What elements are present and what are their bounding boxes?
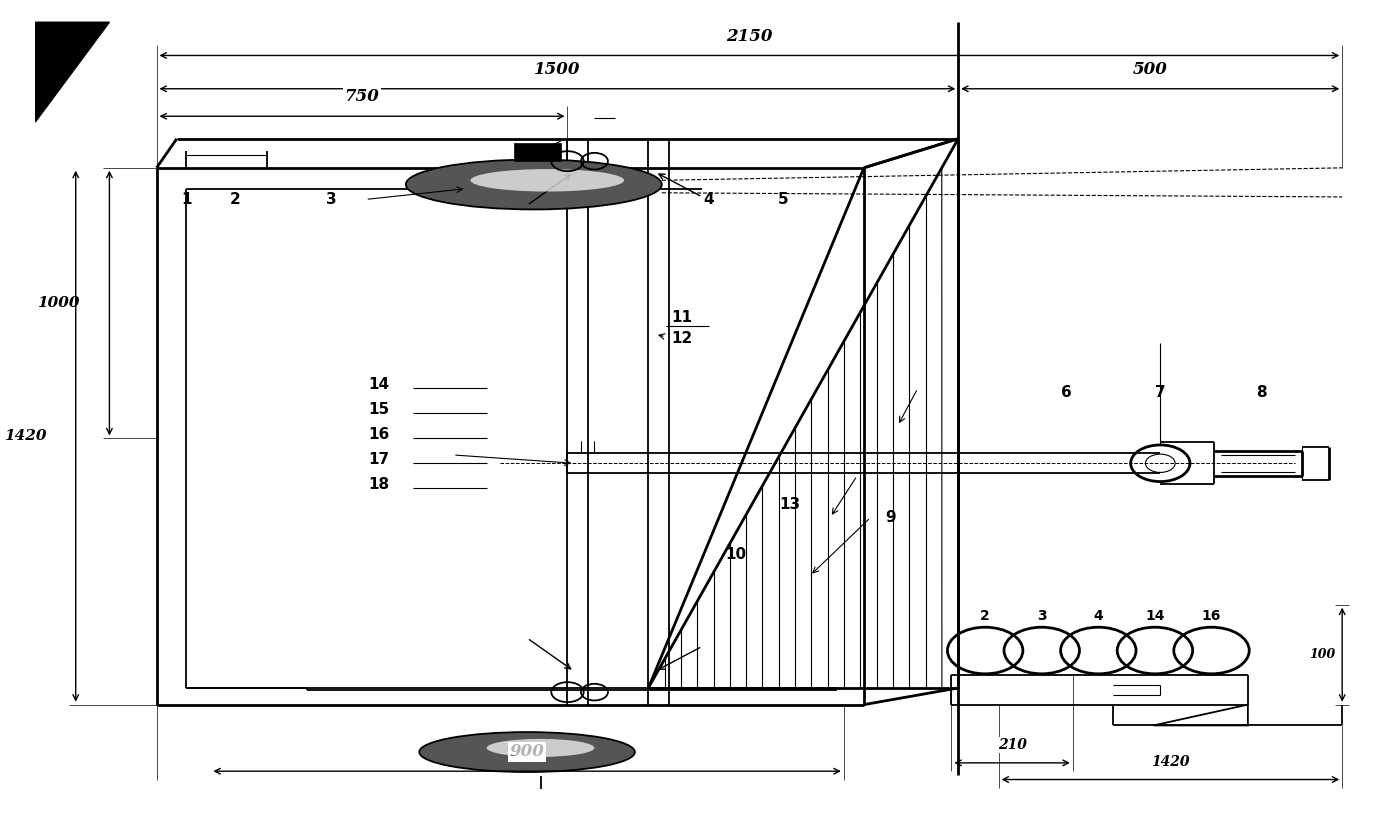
Text: 5: 5 [778,192,789,207]
Text: 9: 9 [886,510,897,525]
Text: 14: 14 [1145,609,1165,623]
Text: 1000: 1000 [37,296,80,310]
Text: 16: 16 [1201,609,1221,623]
Text: 750: 750 [345,89,379,105]
Text: 6: 6 [1060,385,1071,400]
Ellipse shape [406,159,662,210]
Text: 1420: 1420 [4,429,46,443]
Polygon shape [36,23,109,122]
Text: 4: 4 [1093,609,1103,623]
Text: 4: 4 [703,192,714,207]
Text: 2: 2 [980,609,990,623]
Text: 8: 8 [1257,385,1266,400]
Text: 16: 16 [368,427,389,442]
Text: 100: 100 [1309,648,1336,661]
Text: 14: 14 [368,377,389,392]
Text: 11: 11 [671,310,692,325]
Text: 1: 1 [181,192,191,207]
FancyBboxPatch shape [513,143,561,161]
Ellipse shape [487,739,595,757]
Text: 15: 15 [368,402,389,417]
Text: 13: 13 [779,498,800,513]
Text: 17: 17 [368,452,389,467]
Ellipse shape [419,732,635,772]
Text: 2150: 2150 [727,28,772,44]
Text: 18: 18 [368,477,389,492]
Text: 3: 3 [1037,609,1046,623]
Text: 3: 3 [327,192,338,207]
Text: 2: 2 [230,192,239,207]
Text: 1500: 1500 [534,61,581,78]
Text: 7: 7 [1156,385,1165,400]
Ellipse shape [471,169,624,191]
Text: 10: 10 [725,547,746,562]
Text: 500: 500 [1132,61,1168,78]
Text: 900: 900 [509,743,544,761]
Text: 12: 12 [671,331,692,346]
Text: 1420: 1420 [1151,755,1190,769]
Text: 210: 210 [998,738,1027,752]
